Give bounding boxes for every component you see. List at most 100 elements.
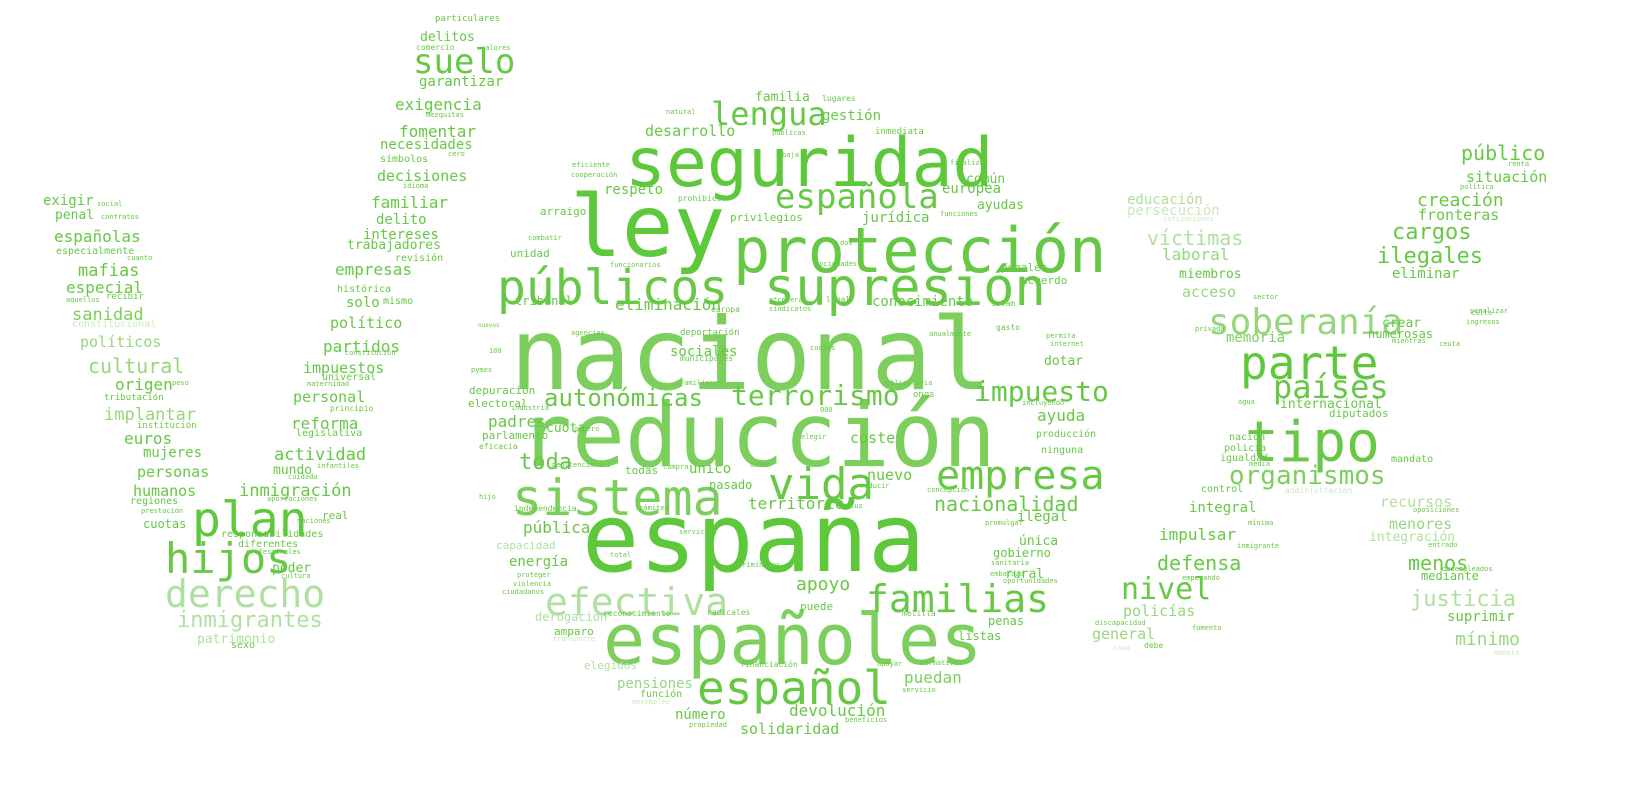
- cloud-word-inmigración: inmigración: [239, 481, 352, 501]
- cloud-word-sindicatos: sindicatos: [769, 305, 812, 313]
- cloud-word-unidad: unidad: [510, 247, 550, 260]
- cloud-word-fronteras: fronteras: [1418, 206, 1500, 224]
- cloud-word-especialmente: especialmente: [56, 246, 135, 257]
- cloud-word-europa: europa: [711, 305, 740, 314]
- cloud-word-sociedades: sociedades: [815, 260, 858, 268]
- cloud-word-industria: industria: [511, 404, 549, 412]
- cloud-word-desempleo: desempleo: [632, 698, 670, 706]
- cloud-word-mafias: mafias: [78, 261, 140, 281]
- cloud-word-constitución: constitución: [345, 349, 396, 357]
- cloud-word-concepción: concepción: [927, 486, 970, 494]
- cloud-word-oposiciones: oposiciones: [1413, 506, 1460, 514]
- cloud-word-tributación: tributación: [104, 393, 164, 403]
- cloud-word-igualdad: igualdad: [1220, 453, 1269, 464]
- cloud-word-lengua: lengua: [711, 95, 827, 133]
- cloud-word-europea: europea: [942, 181, 1002, 197]
- cloud-word-lugares: lugares: [822, 94, 856, 103]
- cloud-word-culto: culto: [1471, 309, 1493, 317]
- cloud-word-supresión: supresión: [764, 258, 1046, 318]
- cloud-word-energía: energía: [509, 554, 569, 570]
- cloud-word-total: total: [610, 551, 632, 559]
- cloud-word-100: 100: [489, 347, 502, 355]
- cloud-word-víctimas: víctimas: [1147, 226, 1244, 250]
- cloud-word-nacional: nacional: [510, 296, 992, 413]
- cloud-word-inmigrante: inmigrante: [1237, 542, 1280, 550]
- cloud-word-mujeres: mujeres: [143, 445, 203, 461]
- cloud-word-terrorismo: terrorismo: [731, 379, 900, 412]
- cloud-word-criminales: criminales: [738, 561, 781, 569]
- cloud-word-control: control: [1201, 484, 1244, 495]
- cloud-word-permita: permita: [1046, 332, 1076, 340]
- cloud-word-único: único: [689, 461, 732, 477]
- cloud-word-renta: renta: [1508, 160, 1530, 168]
- cloud-word-normativas: normativas: [920, 659, 963, 667]
- cloud-word-prestación: prestación: [141, 507, 184, 515]
- cloud-word-eficiente: eficiente: [572, 161, 610, 169]
- cloud-word-nacionalidad: nacionalidad: [934, 492, 1079, 516]
- cloud-word-privilegios: privilegios: [730, 211, 803, 224]
- cloud-word-solo: solo: [346, 295, 380, 311]
- cloud-word-públicos: públicos: [497, 260, 729, 316]
- cloud-word-social: social: [97, 200, 123, 208]
- cloud-word-infantiles: infantiles: [317, 462, 360, 470]
- cloud-word-diferentes: diferentes: [238, 539, 299, 550]
- cloud-word-función: función: [640, 689, 683, 700]
- cloud-word-recursos: recursos: [1380, 493, 1453, 511]
- cloud-word-desarrollo: desarrollo: [645, 122, 736, 140]
- cloud-word-solidaridad: solidaridad: [740, 720, 840, 738]
- cloud-word-cuota: cuota: [546, 421, 586, 436]
- cloud-word-política: política: [1460, 183, 1494, 191]
- cloud-word-origen: origen: [115, 375, 173, 394]
- cloud-word-puedan: puedan: [904, 668, 962, 687]
- cloud-word-baja: baja: [782, 151, 799, 159]
- cloud-word-rural: rural: [1005, 567, 1045, 582]
- cloud-word-eliminación: eliminación: [615, 295, 721, 314]
- cloud-word-ceuta: ceuta: [1439, 340, 1461, 348]
- cloud-word-delitos: delitos: [420, 30, 475, 45]
- cloud-word-patrimonio: patrimonio: [197, 632, 276, 647]
- cloud-word-hijo: hijo: [479, 493, 496, 501]
- cloud-word-exigir: exigir: [43, 193, 94, 209]
- cloud-word-inmigrantes: inmigrantes: [177, 608, 323, 633]
- cloud-word-decisiones: decisiones: [377, 167, 468, 185]
- cloud-word-propiedad: propiedad: [689, 721, 727, 729]
- cloud-word-empezando: empezando: [1182, 574, 1220, 582]
- cloud-word-internacional: internacional: [1280, 397, 1382, 412]
- cloud-word-efectiva: efectiva: [545, 580, 729, 624]
- cloud-word-valores: valores: [481, 44, 511, 52]
- cloud-word-suelo: suelo: [413, 42, 516, 82]
- cloud-word-islam: islam: [991, 299, 1016, 308]
- cloud-word-euros: euros: [124, 429, 173, 448]
- cloud-word-trámites: trámites: [635, 504, 669, 512]
- cloud-word-todas: todas: [625, 464, 659, 477]
- cloud-word-defensa: defensa: [1157, 551, 1242, 575]
- cloud-word-impulsar: impulsar: [1159, 525, 1237, 544]
- cloud-word-delito: delito: [376, 212, 427, 228]
- cloud-word-servicios: servicios: [679, 528, 717, 536]
- cloud-word-plan: plan: [192, 492, 308, 548]
- cloud-word-penitenciarios: penitenciarios: [552, 461, 612, 469]
- cloud-word-pymes: pymes: [471, 366, 493, 374]
- cloud-word-ciudadanos: ciudadanos: [502, 588, 545, 596]
- cloud-word-caso: caso: [1113, 644, 1130, 652]
- cloud-word-promulgar: promulgar: [985, 519, 1023, 527]
- cloud-word-costes: costes: [810, 344, 836, 352]
- cloud-word-producción: producción: [1036, 429, 1097, 440]
- cloud-word-cultura: cultura: [281, 572, 311, 580]
- cloud-word-arraigo: arraigo: [540, 205, 587, 218]
- cloud-word-administración: administración: [1285, 486, 1353, 495]
- cloud-word-penas: penas: [988, 614, 1025, 628]
- cloud-word-pasado: pasado: [709, 478, 753, 492]
- cloud-word-dos: dos: [840, 239, 853, 247]
- cloud-word-legislativa: legislativa: [296, 428, 363, 439]
- cloud-word-jurídica: jurídica: [862, 210, 930, 226]
- cloud-word-ayudas: ayudas: [977, 198, 1024, 213]
- cloud-word-transporte: transporte: [553, 635, 596, 643]
- cloud-word-deben: deben: [750, 461, 772, 469]
- cloud-word-integral: integral: [1189, 500, 1257, 516]
- cloud-word-familiar: familiar: [371, 193, 449, 212]
- cloud-word-elegidos: elegidos: [584, 659, 637, 672]
- cloud-word-regiones: regiones: [130, 496, 179, 507]
- cloud-word-privada: privada: [1195, 325, 1225, 333]
- cloud-word-derogación: derogación: [535, 610, 608, 624]
